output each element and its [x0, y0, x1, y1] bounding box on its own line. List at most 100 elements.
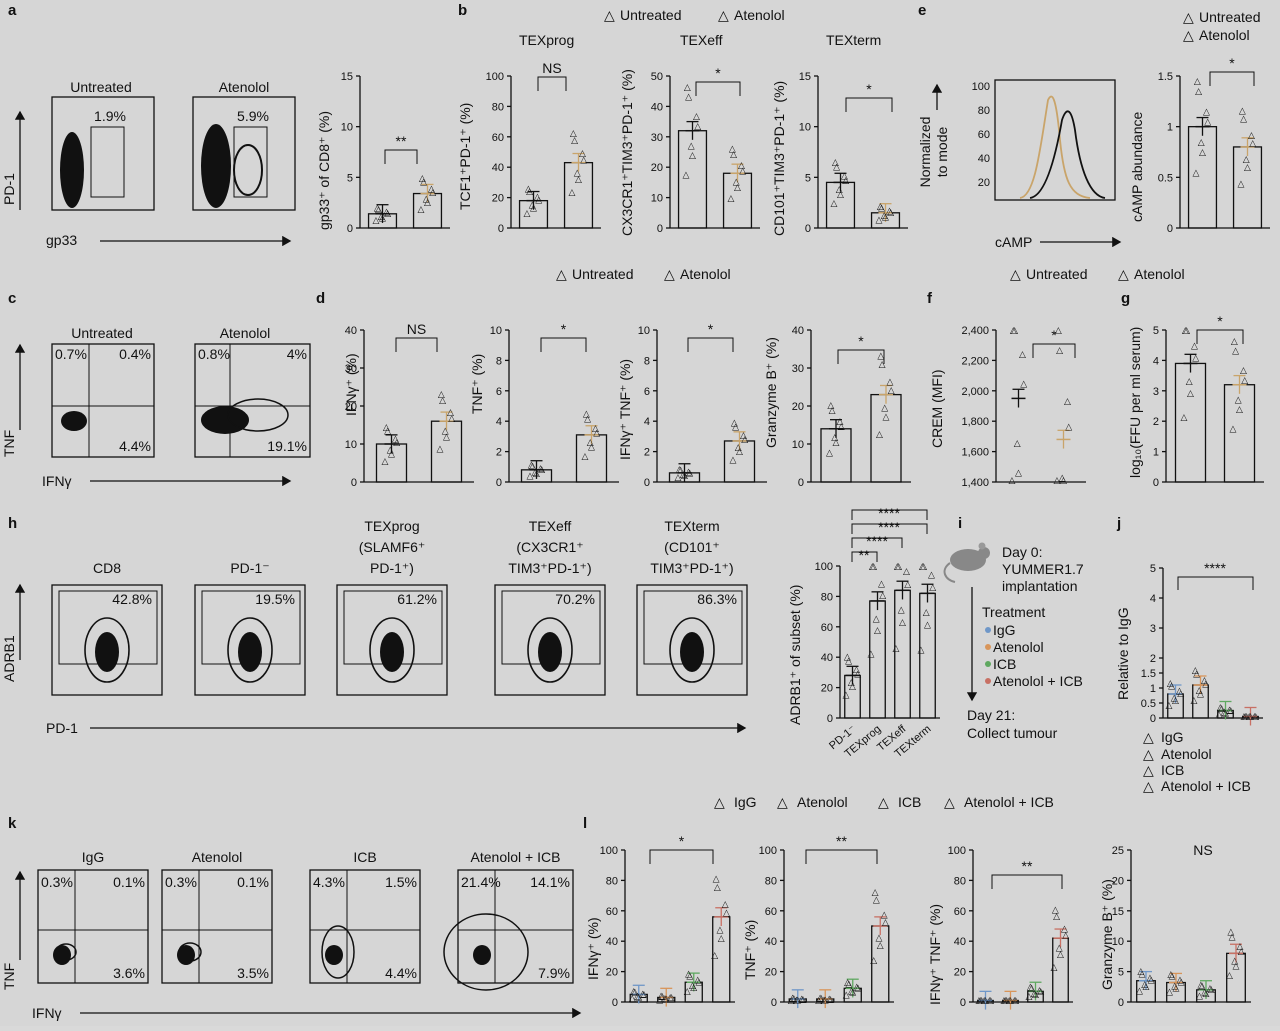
- data-point: △: [1191, 695, 1198, 705]
- data-point: △: [877, 940, 884, 950]
- panel-label-j: j: [1116, 515, 1121, 532]
- data-point: △: [375, 204, 382, 214]
- data-point: △: [981, 995, 988, 1005]
- data-point: △: [1197, 688, 1204, 698]
- y-tick-label: 10: [651, 193, 663, 205]
- chart-title: TEXterm: [826, 32, 881, 48]
- data-point: △: [895, 561, 902, 571]
- flow-plot: 86.3% TEXterm (CD101⁺ TIM3⁺PD-1⁺): [636, 518, 748, 696]
- axis-label: IFNγ: [42, 473, 72, 489]
- data-point: △: [976, 995, 983, 1005]
- arm-label: Atenolol: [993, 639, 1044, 655]
- data-point: △: [714, 882, 721, 892]
- data-point: △: [831, 432, 838, 442]
- data-point: △: [877, 350, 884, 360]
- flow-title: Untreated: [70, 79, 131, 95]
- axis-label: IFNγ⁺ (%): [343, 353, 359, 416]
- y-tick-label: 60: [821, 622, 833, 634]
- significance-bracket: [845, 97, 893, 112]
- data-point: △: [1181, 412, 1188, 422]
- axis-label: TNF⁺ (%): [742, 920, 758, 980]
- data-point: △: [683, 169, 690, 179]
- legend-marker: △: [1010, 266, 1021, 282]
- data-point: △: [731, 417, 738, 427]
- data-point: △: [1216, 709, 1223, 719]
- significance-bracket: [649, 849, 714, 864]
- y-tick-label: 40: [345, 325, 357, 337]
- flow-contour: [443, 913, 529, 991]
- data-point: △: [374, 202, 381, 212]
- data-point: △: [571, 135, 578, 145]
- data-point: △: [659, 991, 666, 1001]
- data-point: △: [898, 604, 905, 614]
- data-point: △: [826, 448, 833, 458]
- data-point: △: [393, 437, 400, 447]
- data-point: △: [1204, 117, 1211, 127]
- significance-bracket: [537, 76, 567, 91]
- y-tick-label: 80: [954, 875, 966, 887]
- data-point: △: [730, 149, 737, 159]
- data-point: △: [1217, 702, 1224, 712]
- y-tick-label: 1,800: [961, 416, 989, 428]
- data-point: △: [879, 359, 886, 369]
- data-point: △: [882, 917, 889, 927]
- flow-density: [95, 632, 119, 672]
- quadrant-percentage: 0.1%: [237, 874, 269, 890]
- legend-marker: △: [714, 794, 725, 810]
- y-tick-label: 50: [651, 71, 663, 83]
- y-tick-label: 80: [765, 875, 777, 887]
- data-point: △: [838, 421, 845, 431]
- histogram: 100 80 60 40 20: [972, 79, 1116, 201]
- data-point: △: [849, 681, 856, 691]
- y-tick-label: 8: [644, 355, 650, 367]
- data-point: △: [1173, 982, 1180, 992]
- data-point: △: [1166, 986, 1173, 996]
- data-point: △: [639, 988, 646, 998]
- data-point: △: [818, 993, 825, 1003]
- data-point: △: [437, 444, 444, 454]
- quadrant-percentage: 4.4%: [119, 438, 151, 454]
- data-point: △: [1007, 995, 1014, 1005]
- k-flow-row: 0.3% 0.1% 3.6% IgG 0.3% 0.1% 3.5% Atenolol 4.3% 1…: [37, 849, 574, 991]
- data-point: △: [1243, 711, 1250, 721]
- y-tick-label: 5: [805, 172, 811, 184]
- data-point: △: [723, 908, 730, 918]
- y-tick-label: 15: [341, 71, 353, 83]
- data-point: △: [873, 894, 880, 904]
- y-tick-label: 10: [345, 439, 357, 451]
- data-point: △: [739, 166, 746, 176]
- svg-text:80: 80: [978, 105, 990, 117]
- data-point: △: [1202, 678, 1209, 688]
- flow-plot: 21.4% 14.1% 7.9% Atenolol + ICB: [443, 849, 574, 991]
- y-tick-label: 2,200: [961, 355, 989, 367]
- data-point: △: [631, 987, 638, 997]
- data-point: △: [869, 561, 876, 571]
- legend-marker: △: [604, 7, 615, 23]
- data-point: △: [442, 425, 449, 435]
- y-tick-label: 6: [644, 386, 650, 398]
- panel-label-d: d: [316, 290, 325, 307]
- y-tick-label: 60: [765, 906, 777, 918]
- data-point: △: [904, 579, 911, 589]
- y-tick-label: 20: [492, 193, 504, 205]
- y-tick-label: 40: [765, 936, 777, 948]
- significance-label: **: [836, 833, 847, 849]
- panel-label-a: a: [8, 2, 17, 19]
- data-point: △: [1171, 693, 1178, 703]
- data-point: △: [882, 212, 889, 222]
- data-point: △: [1198, 137, 1205, 147]
- legend-atenolol: Atenolol: [1134, 266, 1185, 282]
- panel-label-i: i: [958, 515, 962, 532]
- data-point: △: [920, 561, 927, 571]
- axis-label: PD-1: [46, 720, 78, 736]
- data-point: △: [876, 215, 883, 225]
- flow-frame: [457, 869, 574, 984]
- data-point: △: [1243, 154, 1250, 164]
- data-point: △: [854, 983, 861, 993]
- y-tick-label: 10: [638, 325, 650, 337]
- data-point: △: [569, 187, 576, 197]
- data-point: △: [1182, 325, 1189, 335]
- data-point: △: [1148, 975, 1155, 985]
